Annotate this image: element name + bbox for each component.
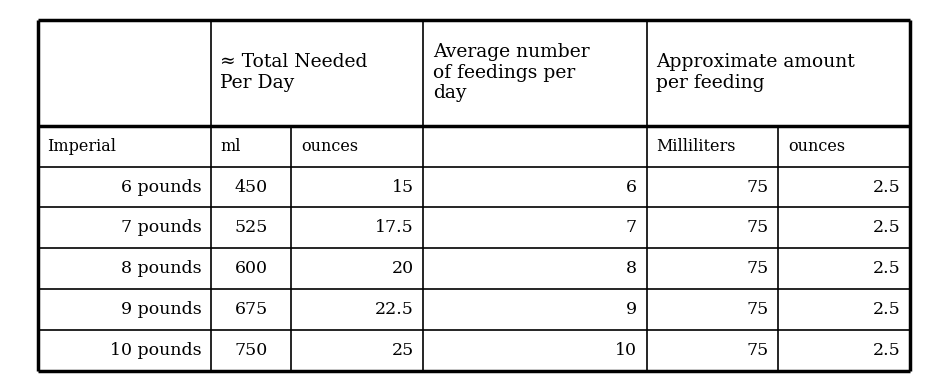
Text: Milliliters: Milliliters — [656, 138, 736, 155]
Text: 10: 10 — [615, 342, 637, 359]
Text: 75: 75 — [747, 260, 769, 277]
Text: 15: 15 — [392, 179, 413, 195]
Text: 2.5: 2.5 — [873, 342, 901, 359]
Text: 750: 750 — [234, 342, 268, 359]
Text: ≈ Total Needed
Per Day: ≈ Total Needed Per Day — [221, 53, 368, 92]
Text: 600: 600 — [235, 260, 267, 277]
Text: Imperial: Imperial — [47, 138, 117, 155]
Text: ml: ml — [221, 138, 241, 155]
Text: ounces: ounces — [301, 138, 358, 155]
Text: 525: 525 — [234, 219, 268, 236]
Text: 75: 75 — [747, 342, 769, 359]
Text: 9 pounds: 9 pounds — [120, 301, 202, 318]
Text: 20: 20 — [392, 260, 413, 277]
Text: 75: 75 — [747, 219, 769, 236]
Text: 17.5: 17.5 — [375, 219, 413, 236]
Text: 75: 75 — [747, 301, 769, 318]
Text: 25: 25 — [392, 342, 413, 359]
Text: 2.5: 2.5 — [873, 260, 901, 277]
Text: 450: 450 — [235, 179, 267, 195]
Text: 6 pounds: 6 pounds — [121, 179, 202, 195]
Text: Average number
of feedings per
day: Average number of feedings per day — [432, 43, 590, 103]
Text: 6: 6 — [626, 179, 637, 195]
Text: 75: 75 — [747, 179, 769, 195]
Text: 7: 7 — [626, 219, 637, 236]
Text: 675: 675 — [234, 301, 268, 318]
Text: 9: 9 — [626, 301, 637, 318]
Text: 2.5: 2.5 — [873, 179, 901, 195]
Text: ounces: ounces — [788, 138, 845, 155]
Text: 7 pounds: 7 pounds — [120, 219, 202, 236]
Text: Approximate amount
per feeding: Approximate amount per feeding — [656, 53, 855, 92]
Text: 22.5: 22.5 — [374, 301, 413, 318]
Text: 2.5: 2.5 — [873, 301, 901, 318]
Text: 8 pounds: 8 pounds — [121, 260, 202, 277]
Text: 8: 8 — [626, 260, 637, 277]
Text: 2.5: 2.5 — [873, 219, 901, 236]
Text: 10 pounds: 10 pounds — [110, 342, 202, 359]
